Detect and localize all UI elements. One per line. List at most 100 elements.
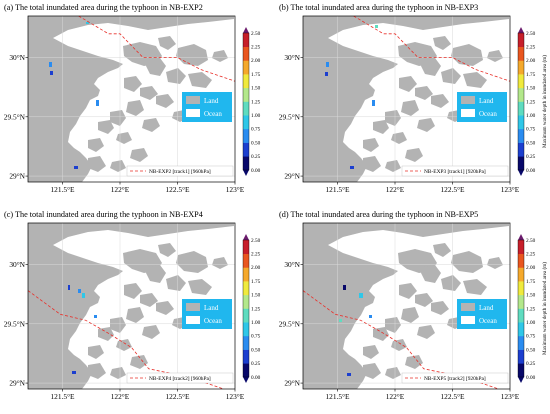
colorbar-tick-label: 1.00 — [526, 113, 536, 119]
island — [126, 307, 144, 323]
island — [405, 148, 423, 162]
island — [373, 120, 389, 134]
island — [385, 110, 401, 126]
colorbar-tick-label: 2.25 — [251, 252, 261, 258]
colorbar-segment — [243, 267, 249, 282]
colorbar-tick-label: 0.00 — [251, 375, 261, 381]
colorbar-tick-label: 0.25 — [251, 361, 261, 367]
inundation-patch — [86, 22, 89, 24]
map-svg: (c) The total inundated area during the … — [4, 210, 261, 401]
island — [385, 317, 401, 333]
colorbar-frame — [517, 239, 525, 378]
colorbar-frame — [242, 239, 250, 378]
colorbar-tick-label: 2.50 — [526, 238, 536, 244]
x-tick-label: 123°E — [226, 392, 245, 401]
legend-ocean-swatch — [186, 316, 200, 324]
x-tick-label: 122.5°E — [165, 392, 190, 401]
track-legend-label: NB-EXP4 [track2] [960hPa] — [149, 376, 211, 382]
legend-land-swatch — [186, 303, 200, 311]
colorbar-segment — [243, 294, 249, 309]
inundation-patch — [350, 166, 354, 169]
colorbar-min-arrow — [243, 377, 249, 383]
island — [399, 283, 417, 299]
colorbar-segment — [243, 308, 249, 323]
y-tick-label: 29.5°N — [4, 112, 26, 121]
legend-land-label: Land — [479, 304, 494, 312]
colorbar-max-arrow — [243, 234, 249, 240]
legend-land-label: Land — [479, 97, 494, 105]
colorbar-tick-label: 1.75 — [526, 72, 536, 78]
inundation-patch — [50, 71, 53, 75]
inundation-patch — [359, 293, 363, 298]
island — [363, 345, 379, 359]
y-tick-label: 29°N — [9, 379, 25, 388]
colorbar-segment — [518, 281, 524, 296]
legend-ocean-swatch — [461, 316, 475, 324]
colorbar-segment — [518, 349, 524, 364]
colorbar-segment — [518, 267, 524, 282]
colorbar-segment — [518, 156, 524, 171]
colorbar-tick-label: 2.50 — [251, 31, 261, 37]
track-legend-box — [401, 165, 509, 177]
island — [88, 138, 104, 152]
island — [110, 110, 126, 126]
island — [156, 94, 174, 108]
colorbar-tick-label: 1.75 — [526, 279, 536, 285]
colorbar-label: Maximum water depth in inundated area (m… — [541, 262, 548, 355]
island — [126, 100, 144, 116]
colorbar-tick-label: 2.00 — [251, 58, 261, 64]
colorbar-tick-label: 1.50 — [251, 86, 261, 92]
colorbar-segment — [518, 363, 524, 378]
inundation-patch — [72, 371, 76, 374]
x-tick-label: 122.5°E — [440, 392, 465, 401]
x-tick-label: 123°E — [501, 392, 520, 401]
island — [441, 68, 461, 84]
y-tick-label: 29.5°N — [4, 319, 26, 328]
island — [385, 367, 401, 379]
colorbar-min-arrow — [518, 377, 524, 383]
island — [433, 36, 451, 50]
colorbar-segment — [243, 349, 249, 364]
island — [88, 156, 106, 172]
island — [441, 275, 461, 291]
colorbar-segment — [243, 60, 249, 75]
inundation-patch — [74, 166, 78, 169]
colorbar-tick-label: 1.50 — [251, 293, 261, 299]
colorbar-tick-label: 1.00 — [251, 113, 261, 119]
colorbar-tick-label: 0.00 — [526, 168, 536, 174]
colorbar-segment — [518, 322, 524, 337]
inundation-patch — [369, 315, 372, 318]
x-tick-label: 123°E — [501, 185, 520, 194]
colorbar-min-arrow — [518, 170, 524, 176]
colorbar-tick-label: 0.25 — [526, 361, 536, 367]
colorbar-tick-label: 0.25 — [251, 154, 261, 160]
island — [166, 68, 186, 84]
island — [401, 307, 419, 323]
colorbar-min-arrow — [243, 170, 249, 176]
colorbar-segment — [243, 87, 249, 102]
colorbar-tick-label: 0.25 — [526, 154, 536, 160]
colorbar-segment — [518, 294, 524, 309]
island — [373, 327, 389, 341]
colorbar-segment — [518, 128, 524, 143]
island — [385, 160, 401, 172]
y-tick-label: 30°N — [284, 260, 300, 269]
x-tick-label: 121.5°E — [325, 185, 350, 194]
x-tick-label: 121.5°E — [50, 392, 75, 401]
x-tick-label: 122°E — [111, 185, 130, 194]
x-tick-label: 123°E — [226, 185, 245, 194]
colorbar-tick-label: 1.50 — [526, 293, 536, 299]
island — [110, 160, 126, 172]
colorbar-tick-label: 0.50 — [526, 140, 536, 146]
legend-land-swatch — [461, 303, 475, 311]
inundation-patch — [339, 319, 342, 322]
colorbar-segment — [518, 60, 524, 75]
island — [158, 243, 176, 257]
island — [433, 243, 451, 257]
legend-land-label: Land — [204, 97, 219, 105]
map-panel-a: (a) The total inundated area during the … — [0, 0, 275, 207]
legend-ocean-label: Ocean — [204, 110, 222, 118]
colorbar-tick-label: 1.75 — [251, 72, 261, 78]
island — [417, 325, 435, 339]
track-legend-box — [126, 372, 234, 384]
